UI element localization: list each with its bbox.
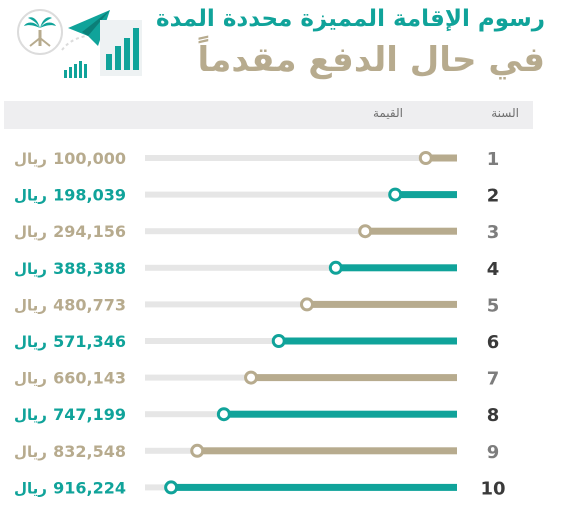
year-label: 2 — [487, 186, 500, 207]
year-label: 7 — [487, 369, 500, 390]
bar — [425, 154, 457, 162]
bar — [335, 264, 457, 272]
bar — [197, 447, 457, 455]
logo-graphic — [6, 2, 146, 94]
bar — [223, 410, 457, 418]
currency-label: ريال — [14, 150, 47, 168]
bar-end-marker — [388, 187, 403, 202]
bar-row: 9 832,548 ريال — [14, 442, 499, 463]
chart-area: 1 100,000 ريال 2 198,039 ريال 3 294,156 ريال 4 388… — [14, 149, 506, 499]
bar-end-marker — [271, 334, 286, 348]
currency-label: ريال — [14, 187, 47, 205]
bar-row: 5 480,773 ريال — [14, 295, 499, 316]
bar-track — [145, 191, 457, 198]
currency-label: ريال — [14, 406, 47, 424]
title-line-1: رسوم الإقامة المميزة محددة المدة — [156, 6, 545, 32]
bar-row: 3 294,156 ريال — [14, 222, 499, 243]
small-bars-icon — [64, 61, 87, 78]
bar-end-marker — [164, 480, 179, 495]
currency-label: ريال — [14, 443, 47, 461]
bar-row: 6 571,346 ريال — [14, 332, 499, 353]
bar-row: 1 100,000 ريال — [14, 149, 499, 170]
year-label: 10 — [480, 478, 505, 499]
value-label: 832,548 — [53, 442, 126, 461]
value-label: 100,000 — [53, 149, 126, 168]
currency-label: ريال — [14, 260, 47, 278]
currency-label: ريال — [14, 333, 47, 351]
year-label: 3 — [487, 222, 500, 243]
year-label: 1 — [487, 149, 500, 170]
bar-track — [145, 228, 457, 235]
emblem-circle-icon — [17, 9, 63, 55]
bar-end-marker — [328, 260, 343, 275]
currency-label: ريال — [14, 223, 47, 241]
bar — [395, 191, 457, 199]
value-label: 294,156 — [53, 222, 126, 241]
currency-label: ريال — [14, 479, 47, 497]
year-label: 6 — [487, 332, 500, 353]
year-label: 9 — [487, 442, 500, 463]
year-label: 4 — [487, 259, 500, 280]
bar-end-marker — [216, 407, 231, 422]
currency-label: ريال — [14, 296, 47, 314]
value-label: 388,388 — [53, 259, 126, 278]
bar-row: 4 388,388 ريال — [14, 259, 499, 280]
bar-row: 8 747,199 ريال — [14, 405, 499, 426]
value-label: 660,143 — [53, 369, 126, 388]
bar-row: 2 198,039 ريال — [14, 186, 499, 207]
year-label: 8 — [487, 405, 500, 426]
bar-track — [145, 264, 457, 271]
bar-row: 10 916,224 ريال — [14, 478, 506, 499]
bar — [171, 483, 457, 491]
currency-label: ريال — [14, 370, 47, 388]
column-header-year: السنة — [491, 106, 519, 120]
bar — [365, 227, 457, 235]
bar — [278, 337, 457, 345]
column-header-value: القيمة — [372, 106, 403, 120]
bar — [306, 300, 457, 308]
value-label: 571,346 — [53, 332, 126, 351]
column-header-bar: السنة القيمة — [4, 101, 533, 129]
bar-end-marker — [244, 370, 259, 385]
value-label: 480,773 — [53, 295, 126, 314]
header: رسوم الإقامة المميزة محددة المدة في حال … — [0, 0, 563, 98]
palm-tree-icon — [24, 17, 56, 47]
bar-end-marker — [358, 224, 373, 239]
bar-end-marker — [190, 443, 205, 458]
value-label: 747,199 — [53, 405, 126, 424]
bar-row: 7 660,143 ريال — [14, 369, 499, 390]
title-line-2: في حال الدفع مقدماً — [197, 40, 545, 80]
bar-end-marker — [299, 297, 314, 312]
value-label: 916,224 — [53, 478, 126, 497]
bar-end-marker — [418, 151, 433, 165]
bar-track — [145, 155, 457, 161]
value-label: 198,039 — [53, 186, 126, 205]
bar — [251, 374, 457, 382]
year-label: 5 — [487, 295, 500, 316]
